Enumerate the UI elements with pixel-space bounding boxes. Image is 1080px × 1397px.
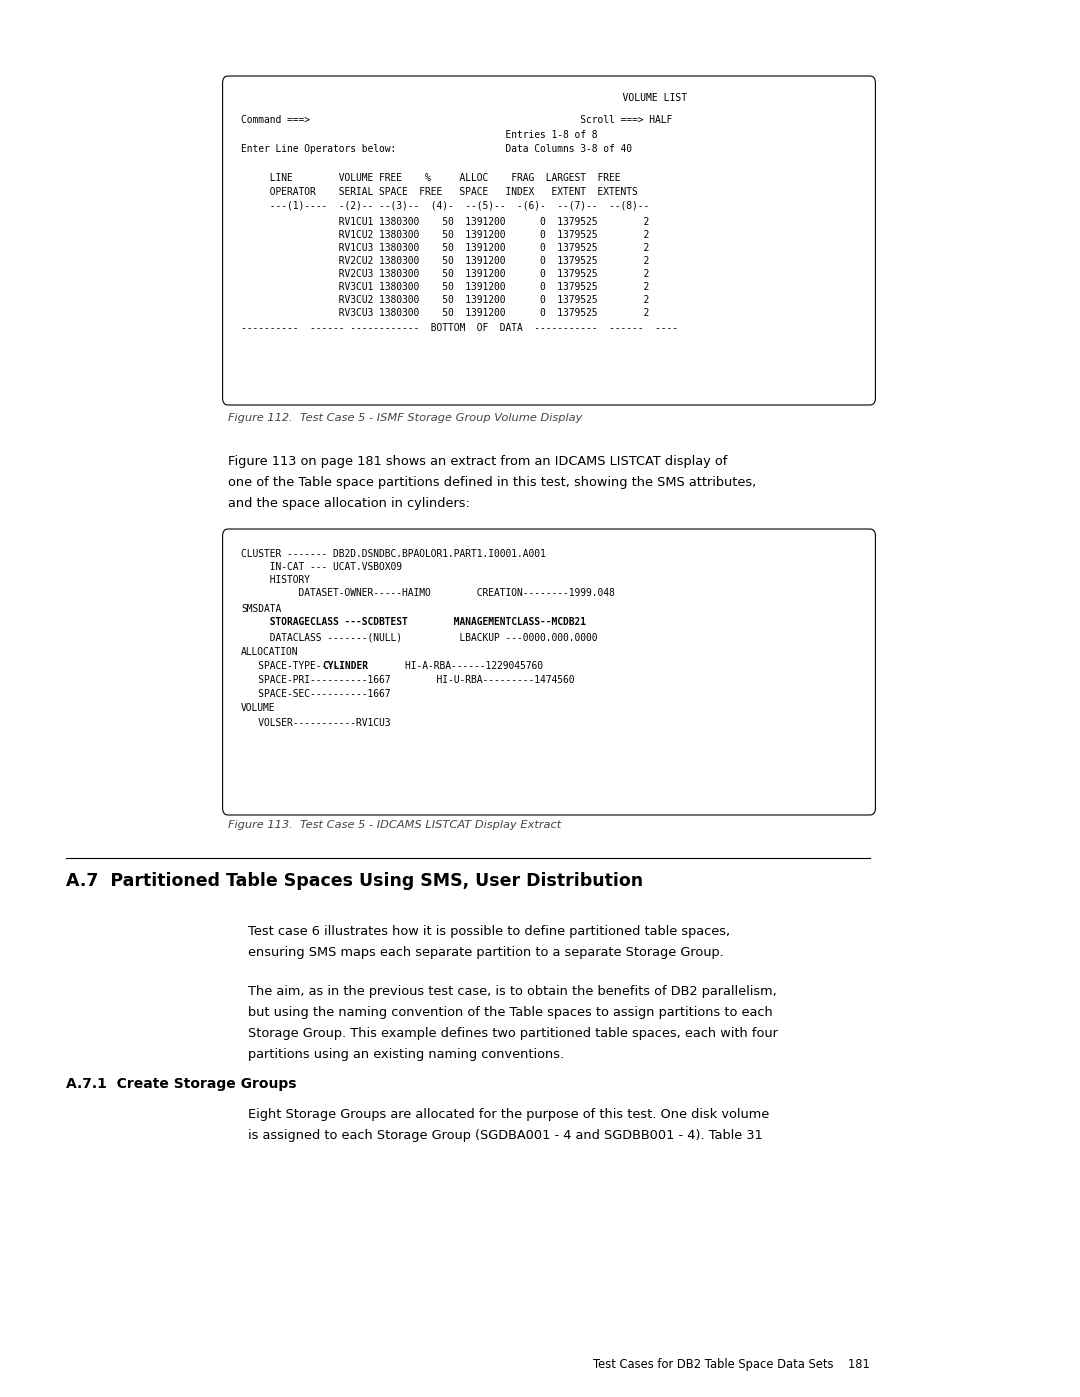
Text: but using the naming convention of the Table spaces to assign partitions to each: but using the naming convention of the T… (248, 1006, 773, 1018)
Text: IN-CAT --- UCAT.VSBOX09: IN-CAT --- UCAT.VSBOX09 (241, 562, 402, 571)
Text: RV2CU3 1380300    50  1391200      0  1379525        2: RV2CU3 1380300 50 1391200 0 1379525 2 (241, 270, 649, 279)
Text: ---(1)----  -(2)-- --(3)--  (4)-  --(5)--  -(6)-  --(7)--  --(8)--: ---(1)---- -(2)-- --(3)-- (4)- --(5)-- -… (241, 201, 649, 211)
Text: ----------  ------ ------------  BOTTOM  OF  DATA  -----------  ------  ----: ---------- ------ ------------ BOTTOM OF… (241, 323, 678, 332)
Text: partitions using an existing naming conventions.: partitions using an existing naming conv… (248, 1048, 564, 1060)
Text: The aim, as in the previous test case, is to obtain the benefits of DB2 parallel: The aim, as in the previous test case, i… (248, 985, 777, 997)
Text: one of the Table space partitions defined in this test, showing the SMS attribut: one of the Table space partitions define… (228, 476, 756, 489)
Text: Eight Storage Groups are allocated for the purpose of this test. One disk volume: Eight Storage Groups are allocated for t… (248, 1108, 769, 1120)
Text: CYLINDER: CYLINDER (323, 661, 368, 671)
FancyBboxPatch shape (222, 529, 876, 814)
Text: Figure 112.  Test Case 5 - ISMF Storage Group Volume Display: Figure 112. Test Case 5 - ISMF Storage G… (228, 414, 582, 423)
Text: Test case 6 illustrates how it is possible to define partitioned table spaces,: Test case 6 illustrates how it is possib… (248, 925, 730, 937)
Text: HI-A-RBA------1229045760: HI-A-RBA------1229045760 (359, 661, 543, 671)
Text: is assigned to each Storage Group (SGDBA001 - 4 and SGDBB001 - 4). Table 31: is assigned to each Storage Group (SGDBA… (248, 1129, 762, 1141)
Text: STORAGECLASS ---SCDBTEST        MANAGEMENTCLASS--MCDB21: STORAGECLASS ---SCDBTEST MANAGEMENTCLASS… (241, 617, 586, 627)
Text: LINE        VOLUME FREE    %     ALLOC    FRAG  LARGEST  FREE: LINE VOLUME FREE % ALLOC FRAG LARGEST FR… (241, 173, 620, 183)
Text: Figure 113.  Test Case 5 - IDCAMS LISTCAT Display Extract: Figure 113. Test Case 5 - IDCAMS LISTCAT… (228, 820, 562, 830)
Text: RV1CU3 1380300    50  1391200      0  1379525        2: RV1CU3 1380300 50 1391200 0 1379525 2 (241, 243, 649, 253)
Text: RV2CU2 1380300    50  1391200      0  1379525        2: RV2CU2 1380300 50 1391200 0 1379525 2 (241, 256, 649, 265)
Text: Test Cases for DB2 Table Space Data Sets    181: Test Cases for DB2 Table Space Data Sets… (593, 1358, 870, 1370)
FancyBboxPatch shape (222, 75, 876, 405)
Text: VOLUME: VOLUME (241, 703, 275, 712)
Text: A.7.1  Create Storage Groups: A.7.1 Create Storage Groups (66, 1077, 297, 1091)
Text: Figure 113 on page 181 shows an extract from an IDCAMS LISTCAT display of: Figure 113 on page 181 shows an extract … (228, 455, 727, 468)
Text: VOLSER-----------RV1CU3: VOLSER-----------RV1CU3 (241, 718, 391, 728)
Text: A.7  Partitioned Table Spaces Using SMS, User Distribution: A.7 Partitioned Table Spaces Using SMS, … (66, 872, 643, 890)
Text: SPACE-TYPE-----: SPACE-TYPE----- (241, 661, 345, 671)
Text: OPERATOR    SERIAL SPACE  FREE   SPACE   INDEX   EXTENT  EXTENTS: OPERATOR SERIAL SPACE FREE SPACE INDEX E… (241, 187, 637, 197)
Text: Storage Group. This example defines two partitioned table spaces, each with four: Storage Group. This example defines two … (248, 1027, 778, 1039)
Text: ALLOCATION: ALLOCATION (241, 647, 298, 657)
Text: and the space allocation in cylinders:: and the space allocation in cylinders: (228, 497, 470, 510)
Text: SPACE-PRI----------1667        HI-U-RBA---------1474560: SPACE-PRI----------1667 HI-U-RBA--------… (241, 675, 575, 685)
Text: Enter Line Operators below:                   Data Columns 3-8 of 40: Enter Line Operators below: Data Columns… (241, 144, 632, 154)
Text: Entries 1-8 of 8: Entries 1-8 of 8 (241, 130, 597, 140)
Text: SPACE-SEC----------1667: SPACE-SEC----------1667 (241, 689, 391, 698)
Text: SMSDATA: SMSDATA (241, 604, 281, 615)
Text: VOLUME LIST: VOLUME LIST (410, 94, 687, 103)
Text: HISTORY: HISTORY (241, 576, 310, 585)
Text: CLUSTER ------- DB2D.DSNDBC.BPAOLOR1.PART1.I0001.A001: CLUSTER ------- DB2D.DSNDBC.BPAOLOR1.PAR… (241, 549, 545, 559)
Text: ensuring SMS maps each separate partition to a separate Storage Group.: ensuring SMS maps each separate partitio… (248, 946, 724, 958)
Text: DATASET-OWNER-----HAIMO        CREATION--------1999.048: DATASET-OWNER-----HAIMO CREATION--------… (241, 588, 615, 598)
Text: RV3CU1 1380300    50  1391200      0  1379525        2: RV3CU1 1380300 50 1391200 0 1379525 2 (241, 282, 649, 292)
Text: RV1CU2 1380300    50  1391200      0  1379525        2: RV1CU2 1380300 50 1391200 0 1379525 2 (241, 231, 649, 240)
Text: DATACLASS -------(NULL)          LBACKUP ---0000.000.0000: DATACLASS -------(NULL) LBACKUP ---0000.… (241, 631, 597, 643)
Text: Command ===>                                               Scroll ===> HALF: Command ===> Scroll ===> HALF (241, 115, 672, 124)
Text: RV3CU2 1380300    50  1391200      0  1379525        2: RV3CU2 1380300 50 1391200 0 1379525 2 (241, 295, 649, 305)
Text: RV3CU3 1380300    50  1391200      0  1379525        2: RV3CU3 1380300 50 1391200 0 1379525 2 (241, 307, 649, 319)
Text: RV1CU1 1380300    50  1391200      0  1379525        2: RV1CU1 1380300 50 1391200 0 1379525 2 (241, 217, 649, 226)
